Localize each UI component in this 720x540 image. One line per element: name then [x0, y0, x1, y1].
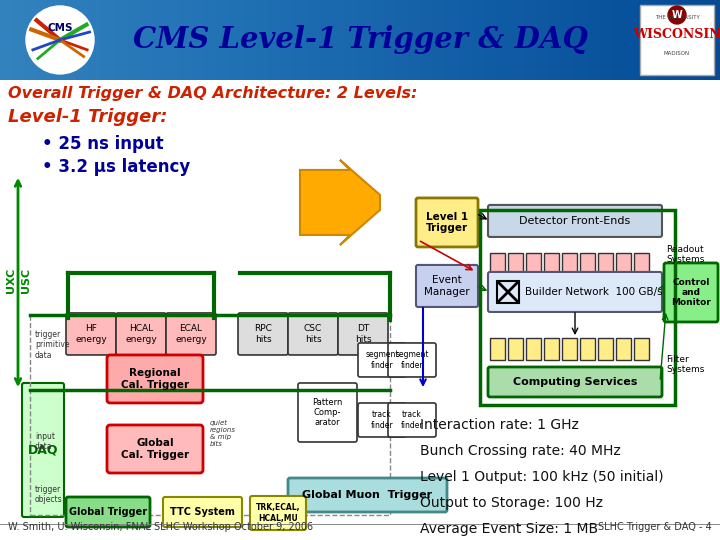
- Text: input
data: input data: [35, 432, 55, 451]
- Text: USC: USC: [21, 267, 31, 293]
- Text: HCAL
energy: HCAL energy: [125, 324, 157, 343]
- Text: Global Trigger: Global Trigger: [69, 507, 147, 517]
- Circle shape: [26, 6, 94, 74]
- Bar: [508, 338, 523, 360]
- FancyBboxPatch shape: [640, 5, 714, 75]
- Bar: [562, 253, 577, 275]
- Text: segment
finder: segment finder: [395, 350, 428, 370]
- Text: Regional
Cal. Trigger: Regional Cal. Trigger: [121, 368, 189, 390]
- Text: Event
Manager: Event Manager: [424, 275, 470, 297]
- FancyBboxPatch shape: [107, 425, 203, 473]
- FancyBboxPatch shape: [358, 343, 406, 377]
- Bar: [497, 281, 519, 303]
- Bar: [598, 338, 613, 360]
- Text: Computing Services: Computing Services: [513, 377, 637, 387]
- FancyBboxPatch shape: [416, 198, 478, 247]
- FancyBboxPatch shape: [416, 265, 478, 307]
- Bar: [490, 338, 505, 360]
- Text: Builder Network  100 GB/s: Builder Network 100 GB/s: [525, 287, 662, 297]
- Bar: [30, 315, 390, 515]
- FancyBboxPatch shape: [488, 205, 662, 237]
- Text: THE UNIVERSITY: THE UNIVERSITY: [654, 16, 699, 21]
- Text: Overall Trigger & DAQ Architecture: 2 Levels:: Overall Trigger & DAQ Architecture: 2 Le…: [8, 86, 418, 101]
- Text: CMS: CMS: [48, 23, 73, 33]
- Bar: [580, 253, 595, 275]
- Text: W: W: [672, 10, 683, 20]
- Text: track
finder: track finder: [401, 410, 423, 430]
- Bar: [634, 253, 649, 275]
- Bar: [562, 338, 577, 360]
- FancyBboxPatch shape: [388, 403, 436, 437]
- Text: Output to Storage: 100 Hz: Output to Storage: 100 Hz: [420, 496, 603, 510]
- Text: segment
finder: segment finder: [365, 350, 399, 370]
- FancyBboxPatch shape: [664, 263, 718, 322]
- Polygon shape: [300, 160, 380, 245]
- Bar: [598, 253, 613, 275]
- Text: CMS Level-1 Trigger & DAQ: CMS Level-1 Trigger & DAQ: [132, 25, 588, 55]
- Text: Interaction rate: 1 GHz: Interaction rate: 1 GHz: [420, 418, 579, 432]
- Bar: [490, 253, 505, 275]
- Text: Control
and
Monitor: Control and Monitor: [671, 278, 711, 307]
- Text: Detector Front-Ends: Detector Front-Ends: [519, 216, 631, 226]
- FancyBboxPatch shape: [22, 383, 64, 517]
- Bar: [634, 338, 649, 360]
- Text: TRK,ECAL,
HCAL,MU: TRK,ECAL, HCAL,MU: [256, 503, 300, 523]
- Text: trigger
objects: trigger objects: [35, 485, 63, 504]
- Text: Level-1 Trigger:: Level-1 Trigger:: [8, 108, 168, 126]
- Bar: [526, 338, 541, 360]
- FancyBboxPatch shape: [288, 478, 447, 512]
- Bar: [616, 338, 631, 360]
- Text: MADISON: MADISON: [664, 51, 690, 57]
- Bar: [544, 253, 559, 275]
- Bar: [580, 338, 595, 360]
- Bar: [616, 253, 631, 275]
- FancyBboxPatch shape: [66, 313, 116, 355]
- Bar: [508, 253, 523, 275]
- Text: trigger
primitive
data: trigger primitive data: [35, 330, 70, 360]
- Bar: [526, 253, 541, 275]
- Text: track
finder: track finder: [371, 410, 393, 430]
- Text: RPC
hits: RPC hits: [254, 324, 272, 343]
- Text: • 25 ns input: • 25 ns input: [42, 135, 163, 153]
- FancyBboxPatch shape: [166, 313, 216, 355]
- Text: WISCONSIN: WISCONSIN: [633, 29, 720, 42]
- Text: quiet
regions
& mip
bits: quiet regions & mip bits: [210, 420, 236, 447]
- Text: TTC System: TTC System: [170, 507, 235, 517]
- FancyBboxPatch shape: [116, 313, 166, 355]
- FancyBboxPatch shape: [488, 272, 662, 312]
- FancyBboxPatch shape: [488, 367, 662, 397]
- Text: Global Muon  Trigger: Global Muon Trigger: [302, 490, 433, 500]
- Text: Filter
Systems: Filter Systems: [666, 355, 704, 374]
- Text: Level 1
Trigger: Level 1 Trigger: [426, 212, 468, 233]
- Text: HF
energy: HF energy: [75, 324, 107, 343]
- Circle shape: [668, 6, 686, 24]
- Bar: [544, 338, 559, 360]
- FancyBboxPatch shape: [358, 403, 406, 437]
- Text: DT
hits: DT hits: [355, 324, 372, 343]
- FancyBboxPatch shape: [66, 497, 150, 527]
- FancyBboxPatch shape: [238, 313, 288, 355]
- FancyBboxPatch shape: [298, 383, 357, 442]
- FancyBboxPatch shape: [250, 496, 306, 530]
- Text: Readout
Systems: Readout Systems: [666, 245, 704, 265]
- Bar: [480, 210, 675, 405]
- Text: SLHC Trigger & DAQ - 4: SLHC Trigger & DAQ - 4: [598, 522, 712, 532]
- FancyBboxPatch shape: [163, 497, 242, 527]
- Text: Average Event Size: 1 MB: Average Event Size: 1 MB: [420, 522, 598, 536]
- FancyBboxPatch shape: [338, 313, 388, 355]
- Text: DAQ: DAQ: [28, 443, 58, 456]
- Text: • 3.2 μs latency: • 3.2 μs latency: [42, 158, 190, 176]
- FancyBboxPatch shape: [107, 355, 203, 403]
- Text: Global
Cal. Trigger: Global Cal. Trigger: [121, 438, 189, 460]
- Text: Level 1 Output: 100 kHz (50 initial): Level 1 Output: 100 kHz (50 initial): [420, 470, 664, 484]
- Text: CSC
hits: CSC hits: [304, 324, 322, 343]
- Text: Pattern
Comp-
arator: Pattern Comp- arator: [312, 397, 343, 427]
- FancyBboxPatch shape: [288, 313, 338, 355]
- FancyBboxPatch shape: [388, 343, 436, 377]
- Text: UXC: UXC: [6, 267, 16, 293]
- Text: ECAL
energy: ECAL energy: [175, 324, 207, 343]
- Text: Bunch Crossing rate: 40 MHz: Bunch Crossing rate: 40 MHz: [420, 444, 621, 458]
- Text: W. Smith, U. Wisconsin, FNAL SLHC Workshop October 9, 2006: W. Smith, U. Wisconsin, FNAL SLHC Worksh…: [8, 522, 313, 532]
